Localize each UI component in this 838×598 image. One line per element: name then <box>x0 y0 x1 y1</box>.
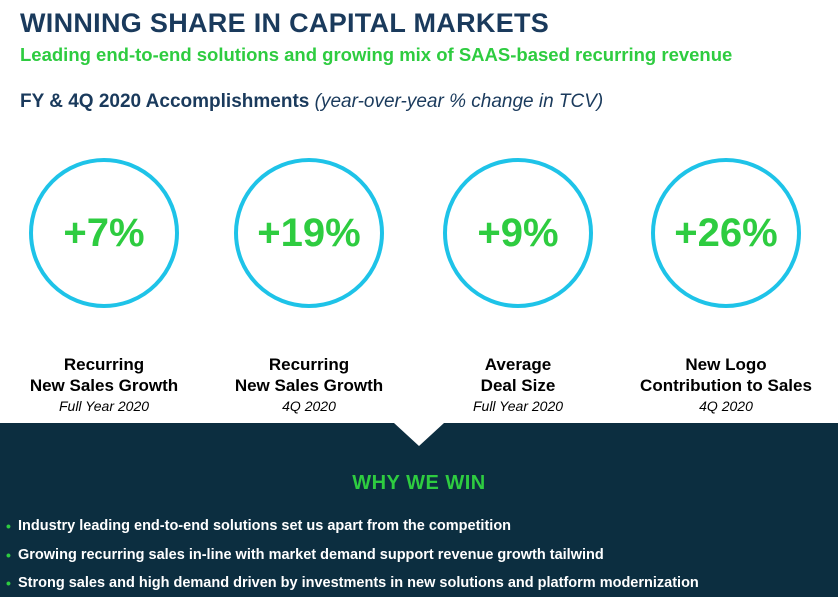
metric-period: 4Q 2020 <box>282 398 336 414</box>
band-background <box>0 423 838 597</box>
metric-period: Full Year 2020 <box>472 398 564 414</box>
metric-label: Average Deal Size <box>418 354 618 396</box>
list-item-text: Industry leading end-to-end solutions se… <box>18 518 512 534</box>
bullet-icon: • <box>6 546 11 563</box>
metric-card: +26% New Logo Contribution to Sales 4Q 2… <box>626 158 826 416</box>
why-we-win-list: • Industry leading end-to-end solutions s… <box>6 512 699 598</box>
section-title: FY & 4Q 2020 Accomplishments <box>20 91 310 112</box>
metric-label-line: Average <box>484 355 552 374</box>
metric-label-line: New Sales Growth <box>234 376 384 395</box>
section-note: (year-over-year % change in TCV) <box>314 91 604 112</box>
metric-label: Recurring New Sales Growth <box>4 354 204 396</box>
list-item: • Strong sales and high demand driven by … <box>6 569 699 598</box>
list-item-text: Strong sales and high demand driven by i… <box>18 575 699 591</box>
bullet-icon: • <box>6 575 11 591</box>
metric-card: +9% Average Deal Size Full Year 2020 <box>418 158 618 416</box>
metric-label-line: Recurring <box>63 355 145 374</box>
bullet-icon: • <box>6 518 11 534</box>
metric-circle: +7% <box>29 158 179 308</box>
section-heading: FY & 4Q 2020 Accomplishments (year-over-… <box>20 91 603 113</box>
metric-circle: +19% <box>234 158 384 308</box>
list-item-text: Growing recurring sales in-line with mar… <box>18 546 604 563</box>
metric-value: +9% <box>477 210 559 255</box>
metric-card: +19% Recurring New Sales Growth 4Q 2020 <box>209 158 409 416</box>
metric-circle: +9% <box>443 158 593 308</box>
page-title: WINNING SHARE IN CAPITAL MARKETS <box>20 8 550 38</box>
why-we-win-title: WHY WE WIN <box>352 472 486 494</box>
list-item: • Industry leading end-to-end solutions s… <box>6 512 699 541</box>
metric-card: +7% Recurring New Sales Growth Full Year… <box>4 158 204 416</box>
metric-label-line: Contribution to Sales <box>640 376 812 395</box>
metric-period: 4Q 2020 <box>699 398 753 414</box>
metric-value: +19% <box>257 210 361 255</box>
metric-label: Recurring New Sales Growth <box>209 354 409 396</box>
metric-circle: +26% <box>651 158 801 308</box>
metric-value: +7% <box>63 210 145 255</box>
metric-label-line: Recurring <box>268 355 350 374</box>
metric-label-line: New Logo <box>685 355 767 374</box>
page-subtitle: Leading end-to-end solutions and growing… <box>20 44 733 65</box>
metric-label-line: Deal Size <box>480 376 556 395</box>
list-item: • Growing recurring sales in-line with ma… <box>6 541 699 570</box>
metric-label: New Logo Contribution to Sales <box>626 354 826 396</box>
metric-period: Full Year 2020 <box>58 398 150 414</box>
metric-label-line: New Sales Growth <box>29 376 179 395</box>
metric-value: +26% <box>674 210 778 255</box>
